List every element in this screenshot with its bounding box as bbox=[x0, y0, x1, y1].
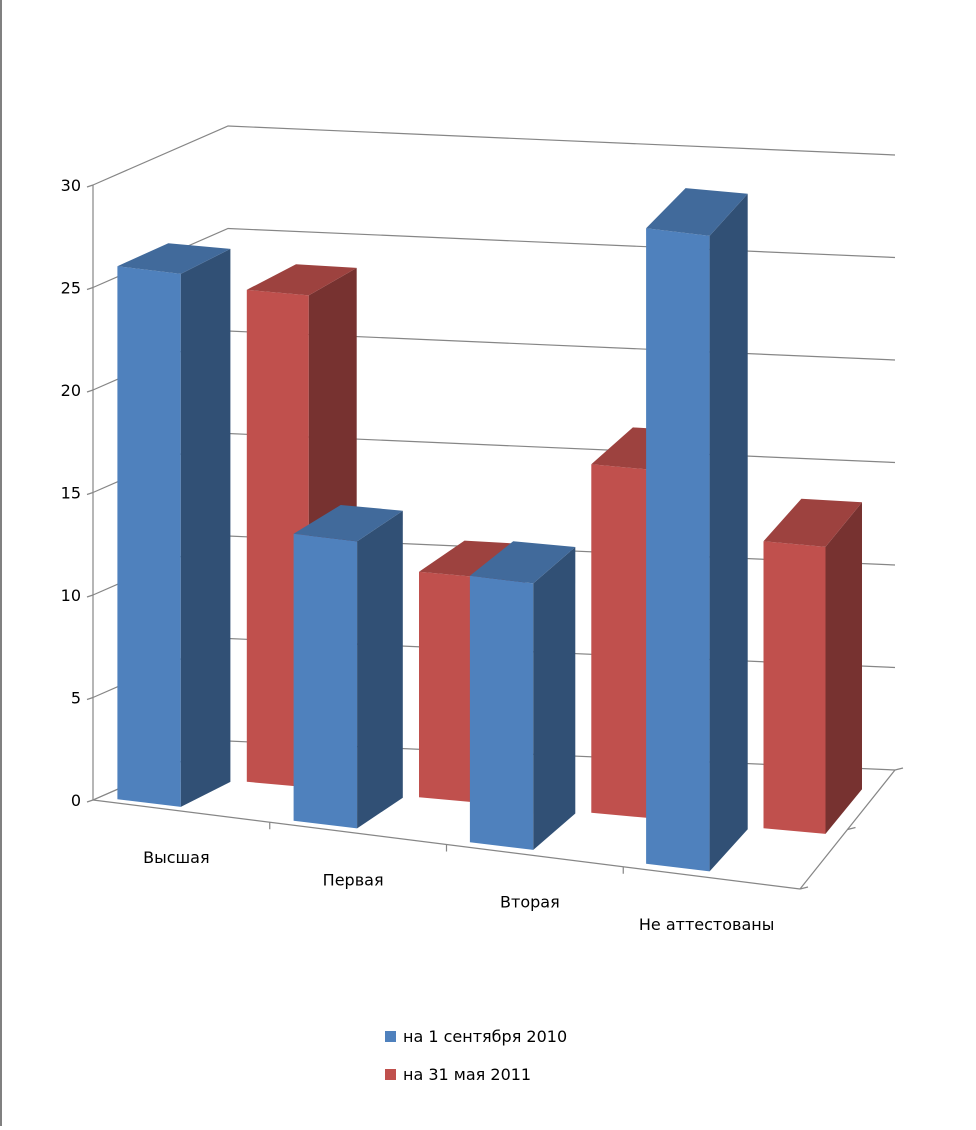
bar-1-4 bbox=[646, 188, 748, 872]
y-tick-mark-15 bbox=[86, 491, 94, 496]
y-tick-label: 30 bbox=[61, 176, 81, 195]
bars bbox=[117, 188, 862, 872]
depth-tick-2 bbox=[894, 767, 904, 771]
bar-front-face bbox=[246, 289, 309, 788]
bar-side-face bbox=[825, 502, 862, 834]
y-tick-label: 5 bbox=[71, 689, 81, 708]
bar-1-2 bbox=[293, 505, 403, 829]
category-labels: Высшая Первая Вторая Не аттестованы bbox=[143, 848, 774, 934]
y-tick-label: 15 bbox=[61, 484, 81, 503]
category-label: Не аттестованы bbox=[639, 915, 774, 934]
gridline-30 bbox=[92, 125, 896, 186]
bar-side-face bbox=[709, 193, 748, 872]
legend-swatch-series-2 bbox=[385, 1068, 396, 1080]
legend: на 1 сентября 2010 на 31 мая 2011 bbox=[385, 1024, 567, 1100]
bar-side-face bbox=[357, 510, 403, 829]
bar-1-3 bbox=[469, 541, 576, 850]
bar-front-face bbox=[763, 541, 826, 834]
bar-front-face bbox=[419, 571, 481, 803]
bar-front-face bbox=[293, 533, 358, 829]
y-tick-mark-0 bbox=[86, 799, 94, 803]
bar-top-face bbox=[117, 243, 231, 274]
bar-front-face bbox=[469, 575, 534, 850]
bar-top-face bbox=[469, 541, 576, 584]
y-tick-mark-20 bbox=[86, 389, 94, 393]
legend-label-series-1: на 1 сентября 2010 bbox=[403, 1026, 568, 1046]
legend-label-series-2: на 31 мая 2011 bbox=[403, 1064, 532, 1084]
y-tick-mark-5 bbox=[86, 696, 94, 701]
category-label: Первая bbox=[323, 870, 384, 889]
legend-swatch-series-1 bbox=[385, 1030, 396, 1042]
y-tick-mark-10 bbox=[86, 594, 94, 598]
bar-top-face bbox=[293, 505, 403, 542]
bar-top-face bbox=[646, 188, 748, 236]
y-tick-label: 10 bbox=[61, 586, 81, 605]
depth-tick-0 bbox=[799, 886, 809, 890]
bar-top-face bbox=[246, 264, 357, 296]
legend-item-series-1: на 1 сентября 2010 bbox=[385, 1024, 567, 1048]
legend-item-series-2: на 31 мая 2011 bbox=[385, 1062, 567, 1086]
y-tick-mark-25 bbox=[86, 286, 94, 291]
bar-side-face bbox=[533, 547, 576, 850]
bar-side-face bbox=[180, 248, 231, 807]
bar-top-face bbox=[419, 540, 526, 578]
bar-front-face bbox=[646, 228, 710, 872]
y-tick-mark-30 bbox=[86, 184, 94, 188]
bar-top-face bbox=[763, 498, 862, 547]
bar-front-face bbox=[117, 266, 181, 807]
y-tick-label: 0 bbox=[71, 791, 81, 810]
y-tick-label: 25 bbox=[61, 279, 81, 298]
y-tick-labels: 0 5 10 15 20 25 30 bbox=[61, 176, 81, 810]
depth-tick-1 bbox=[847, 826, 856, 831]
category-label: Вторая bbox=[500, 893, 560, 912]
y-tick-label: 20 bbox=[61, 381, 81, 400]
bar-2-4 bbox=[763, 498, 862, 834]
bar-1-1 bbox=[117, 243, 231, 807]
category-label: Высшая bbox=[143, 848, 209, 867]
axes bbox=[92, 185, 904, 890]
bar-front-face bbox=[591, 464, 654, 819]
